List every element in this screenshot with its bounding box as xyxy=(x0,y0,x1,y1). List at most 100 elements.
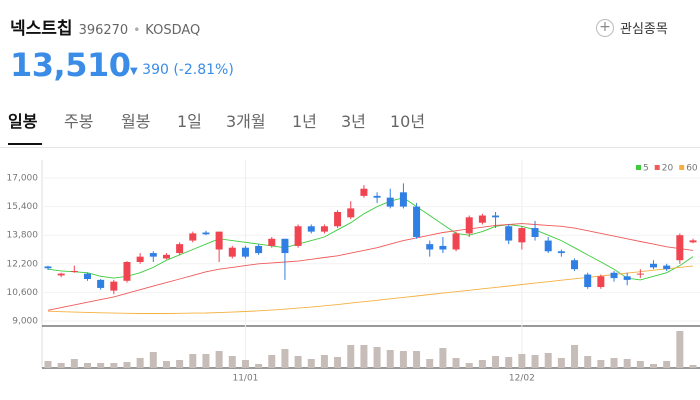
volume-bar xyxy=(70,359,78,368)
legend-label: 20 xyxy=(662,164,674,174)
volume-bar xyxy=(149,352,157,368)
candle-body xyxy=(294,226,302,246)
candle-body xyxy=(373,195,381,198)
tab[interactable]: 3년 xyxy=(341,112,366,131)
volume-bar xyxy=(136,358,144,368)
price: 13,510 xyxy=(10,46,131,84)
candle-body xyxy=(505,226,513,241)
favorite-label: 관심종목 xyxy=(620,22,668,37)
tab[interactable]: 1년 xyxy=(292,112,317,131)
candle-body xyxy=(347,208,355,218)
candle-body xyxy=(623,276,631,280)
candle-body xyxy=(255,245,263,254)
candle-body xyxy=(557,251,565,254)
candle-body xyxy=(452,233,460,250)
volume-bar xyxy=(663,361,671,368)
volume-bar xyxy=(176,360,184,368)
y-tick-label: 13,800 xyxy=(7,231,39,241)
volume-bar xyxy=(228,356,236,368)
volume-bar xyxy=(83,363,91,368)
volume-bar xyxy=(465,363,473,368)
header: 넥스트칩 396270 • KOSDAQ xyxy=(10,14,200,42)
volume-bar xyxy=(334,357,342,368)
candle-body xyxy=(413,206,421,237)
volume-bar xyxy=(557,358,565,368)
volume-bar xyxy=(544,353,552,368)
candle-body xyxy=(228,247,236,257)
candle-body xyxy=(531,228,539,237)
candle-body xyxy=(597,276,605,288)
volume-bar xyxy=(676,331,684,368)
candle-body xyxy=(44,266,52,269)
candle-body xyxy=(663,265,671,270)
volume-bar xyxy=(57,363,65,368)
candle-body xyxy=(320,226,328,232)
stock-name: 넥스트칩 xyxy=(10,19,73,39)
volume-bar xyxy=(110,363,118,368)
ma-line xyxy=(47,265,694,314)
y-tick-label: 17,000 xyxy=(7,174,39,184)
candle-body xyxy=(544,240,552,252)
volume-bar xyxy=(531,355,539,368)
volume-bar xyxy=(452,358,460,368)
candle-body xyxy=(149,253,157,257)
x-tick-label: 11/01 xyxy=(232,374,258,384)
candle-body xyxy=(57,273,65,276)
legend-swatch xyxy=(654,165,660,170)
volume-bar xyxy=(268,355,276,368)
candle-body xyxy=(162,254,170,259)
candle-body xyxy=(478,215,486,223)
volume-bar xyxy=(478,360,486,368)
separator: • xyxy=(133,23,141,37)
candle-body xyxy=(123,262,131,281)
volume-bar xyxy=(689,365,697,368)
tab[interactable]: 10년 xyxy=(390,112,426,131)
tab[interactable]: 3개월 xyxy=(226,112,266,131)
volume-bar xyxy=(255,364,263,368)
candle-body xyxy=(689,240,697,243)
tab[interactable]: 1일 xyxy=(177,112,202,131)
volume-bar xyxy=(241,360,249,368)
y-tick-label: 9,000 xyxy=(12,317,38,327)
candle-body xyxy=(136,256,144,263)
legend-swatch xyxy=(679,165,685,170)
legend-label: 60 xyxy=(686,164,698,174)
candle-body xyxy=(571,260,579,270)
candle-body xyxy=(281,238,289,254)
candle-body xyxy=(465,217,473,234)
volume-bar xyxy=(307,359,315,368)
volume-bar xyxy=(426,359,434,368)
volume-bar xyxy=(162,361,170,368)
volume-bar xyxy=(202,354,210,368)
volume-bar xyxy=(386,350,394,368)
candle-body xyxy=(518,228,526,243)
volume-bar xyxy=(439,348,447,368)
tab[interactable]: 일봉 xyxy=(8,112,38,131)
volume-bar xyxy=(373,347,381,368)
stock-code: 396270 xyxy=(78,23,129,38)
tab[interactable]: 월봉 xyxy=(121,112,151,131)
candle-body xyxy=(426,244,434,250)
legend-swatch xyxy=(636,165,641,170)
tab-underline xyxy=(8,143,42,145)
tab[interactable]: 주봉 xyxy=(64,112,94,131)
candle-body xyxy=(241,247,249,257)
volume-bar xyxy=(189,354,197,368)
volume-bar xyxy=(571,345,579,368)
candle-body xyxy=(176,244,184,254)
volume-bar xyxy=(360,345,368,368)
volume-bar xyxy=(505,357,513,368)
market: KOSDAQ xyxy=(145,23,201,38)
down-arrow: ▼ xyxy=(130,66,138,77)
candle-body xyxy=(360,188,368,196)
candle-body xyxy=(492,215,500,218)
candle-body xyxy=(268,238,276,246)
candle-body xyxy=(215,231,223,250)
legend-label: 5 xyxy=(643,164,649,174)
x-tick-label: 12/02 xyxy=(509,374,535,384)
favorite-button[interactable]: + 관심종목 xyxy=(596,18,668,37)
volume-bar xyxy=(518,354,526,368)
volume-bar xyxy=(281,349,289,368)
candle-body xyxy=(83,273,91,279)
